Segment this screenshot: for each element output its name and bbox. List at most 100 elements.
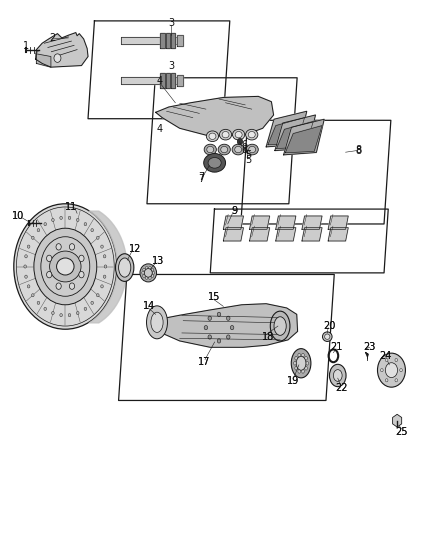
Circle shape <box>34 228 97 305</box>
Ellipse shape <box>306 361 308 365</box>
Circle shape <box>96 236 99 239</box>
Text: 24: 24 <box>380 351 392 361</box>
Circle shape <box>44 223 46 226</box>
Circle shape <box>230 326 234 330</box>
Ellipse shape <box>305 357 307 360</box>
Ellipse shape <box>333 369 342 381</box>
Circle shape <box>395 358 398 361</box>
Ellipse shape <box>206 131 219 142</box>
Text: 6: 6 <box>241 140 247 150</box>
Text: 12: 12 <box>129 244 141 254</box>
Ellipse shape <box>302 369 304 373</box>
Circle shape <box>217 339 221 343</box>
Circle shape <box>14 204 117 329</box>
Circle shape <box>56 244 61 250</box>
Polygon shape <box>223 216 244 229</box>
Text: 22: 22 <box>335 383 347 393</box>
Circle shape <box>385 379 388 382</box>
Polygon shape <box>166 33 170 48</box>
Ellipse shape <box>204 144 216 155</box>
Text: 14: 14 <box>143 301 155 311</box>
Circle shape <box>46 255 52 262</box>
Ellipse shape <box>232 144 244 155</box>
Text: 10: 10 <box>12 211 24 221</box>
Circle shape <box>385 358 388 361</box>
Ellipse shape <box>207 147 214 153</box>
Ellipse shape <box>148 277 151 279</box>
Polygon shape <box>276 216 296 229</box>
Ellipse shape <box>293 361 296 365</box>
Ellipse shape <box>329 365 346 386</box>
Ellipse shape <box>296 357 306 370</box>
Ellipse shape <box>248 132 255 138</box>
Text: 11: 11 <box>65 202 78 212</box>
Text: 7: 7 <box>198 174 205 184</box>
Circle shape <box>226 335 230 339</box>
Text: 7: 7 <box>198 172 205 182</box>
Circle shape <box>103 255 106 258</box>
Ellipse shape <box>246 144 258 155</box>
Circle shape <box>52 311 54 314</box>
Circle shape <box>385 363 398 377</box>
Circle shape <box>27 245 30 248</box>
Ellipse shape <box>298 369 300 373</box>
Text: 17: 17 <box>198 357 210 367</box>
Circle shape <box>56 283 61 289</box>
Text: 8: 8 <box>356 146 362 156</box>
Circle shape <box>79 255 84 262</box>
Text: 23: 23 <box>364 342 376 352</box>
Polygon shape <box>177 35 184 46</box>
Polygon shape <box>277 122 313 149</box>
Circle shape <box>381 368 383 372</box>
Ellipse shape <box>219 130 232 140</box>
Circle shape <box>32 236 34 239</box>
Ellipse shape <box>208 158 221 168</box>
Circle shape <box>84 307 87 310</box>
Ellipse shape <box>152 271 155 274</box>
Polygon shape <box>302 228 322 241</box>
Ellipse shape <box>57 258 74 275</box>
Ellipse shape <box>325 334 330 340</box>
Circle shape <box>69 283 74 289</box>
Polygon shape <box>160 73 165 88</box>
Polygon shape <box>35 33 88 67</box>
Ellipse shape <box>221 147 228 153</box>
Polygon shape <box>266 111 307 147</box>
Ellipse shape <box>249 147 256 153</box>
Ellipse shape <box>151 269 154 271</box>
Ellipse shape <box>140 264 156 282</box>
Circle shape <box>60 216 63 220</box>
Circle shape <box>91 229 93 232</box>
Circle shape <box>96 294 99 297</box>
Ellipse shape <box>295 366 297 370</box>
Text: 21: 21 <box>331 342 343 352</box>
Text: 10: 10 <box>12 211 24 221</box>
Circle shape <box>68 313 71 317</box>
Circle shape <box>103 275 106 278</box>
Text: 18: 18 <box>262 332 274 342</box>
Circle shape <box>237 139 243 145</box>
Ellipse shape <box>147 306 167 339</box>
Polygon shape <box>302 216 322 229</box>
Text: 20: 20 <box>323 321 335 331</box>
Text: 13: 13 <box>152 256 164 266</box>
Ellipse shape <box>222 132 229 138</box>
Text: 5: 5 <box>246 155 252 165</box>
Circle shape <box>101 245 103 248</box>
Circle shape <box>41 237 90 296</box>
Circle shape <box>104 265 107 268</box>
Text: 4: 4 <box>157 77 163 86</box>
Circle shape <box>25 255 27 258</box>
Polygon shape <box>250 228 270 241</box>
Text: 20: 20 <box>323 321 335 331</box>
Text: 14: 14 <box>143 301 155 311</box>
Text: 11: 11 <box>65 202 78 212</box>
Polygon shape <box>276 228 296 241</box>
Ellipse shape <box>302 353 304 357</box>
Circle shape <box>378 353 406 387</box>
Ellipse shape <box>142 271 145 274</box>
Polygon shape <box>121 37 176 44</box>
Polygon shape <box>171 73 175 88</box>
Ellipse shape <box>235 132 242 138</box>
Circle shape <box>91 301 93 304</box>
